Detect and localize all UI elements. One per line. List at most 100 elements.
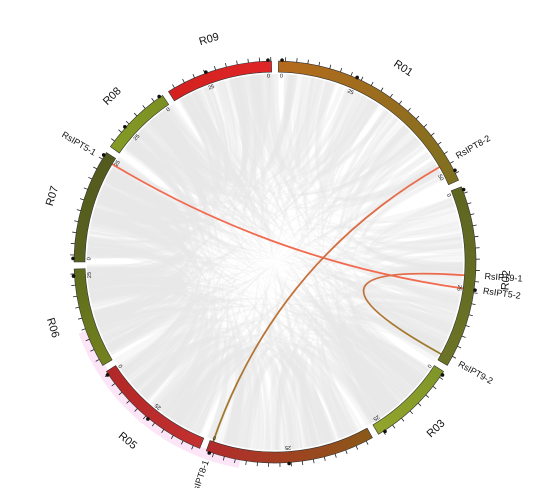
tick	[455, 171, 460, 174]
background-link	[87, 246, 452, 332]
background-link	[165, 344, 245, 445]
tick	[74, 220, 79, 222]
background-link	[347, 125, 442, 359]
tick-label: 25	[346, 89, 354, 97]
tick-marker	[280, 58, 284, 62]
tick-marker	[453, 168, 457, 173]
background-link	[338, 323, 430, 415]
background-link	[228, 77, 322, 447]
background-link	[148, 77, 248, 183]
background-link	[348, 166, 441, 396]
tick-marker	[105, 373, 110, 377]
background-link	[130, 325, 408, 398]
background-link	[132, 95, 367, 192]
tick	[151, 422, 155, 427]
background-link	[235, 74, 295, 447]
tick	[81, 328, 86, 331]
background-link	[175, 121, 405, 426]
background-link	[140, 114, 213, 401]
tick-marker	[157, 94, 161, 99]
background-link	[189, 347, 349, 439]
tick-marker	[473, 288, 477, 292]
tick-label: 0	[267, 74, 270, 80]
background-link	[87, 177, 187, 278]
background-link	[87, 190, 185, 281]
tick	[473, 292, 478, 294]
tick	[417, 402, 422, 407]
background-link	[150, 117, 380, 422]
background-link	[93, 296, 422, 386]
tick	[172, 84, 175, 89]
background-link	[105, 303, 446, 351]
background-link	[245, 75, 295, 450]
tick	[72, 231, 77, 234]
background-link	[176, 342, 380, 428]
background-link	[341, 301, 456, 417]
background-link	[87, 197, 185, 283]
background-link	[185, 94, 463, 272]
background-link	[105, 172, 420, 389]
gene-label: RsIPT5-1	[60, 129, 98, 157]
tick	[329, 64, 332, 69]
background-link	[160, 111, 418, 195]
background-link	[87, 202, 184, 254]
background-link	[338, 301, 456, 423]
tick	[93, 166, 98, 170]
background-link	[87, 276, 193, 377]
chromosome-label-r08: R08	[101, 85, 124, 108]
background-link	[98, 190, 188, 332]
background-link	[98, 186, 455, 231]
synteny-link-rsipt8-2-rsipt8-1	[212, 166, 440, 442]
chromosome-ring	[73, 60, 477, 464]
background-link	[100, 298, 449, 339]
tick	[365, 440, 369, 445]
tick-label: 0	[280, 74, 283, 80]
background-link	[173, 305, 454, 424]
background-link	[244, 354, 319, 449]
background-link	[367, 221, 463, 266]
background-link	[120, 118, 207, 373]
background-link	[87, 266, 188, 354]
tick	[452, 356, 457, 359]
tick-marker	[207, 451, 212, 455]
background-link	[137, 87, 230, 189]
background-link	[106, 141, 198, 353]
tick	[111, 138, 115, 142]
tick	[118, 129, 122, 133]
tick	[470, 213, 475, 216]
background-link	[239, 354, 308, 449]
background-link	[153, 114, 221, 422]
background-link	[89, 166, 190, 239]
tick-label: 0	[166, 107, 172, 114]
tick	[245, 460, 247, 465]
tick-label: 25	[113, 159, 121, 167]
tick	[95, 359, 100, 362]
tick	[133, 112, 138, 117]
tick	[111, 383, 116, 387]
background-link	[115, 158, 416, 391]
tick	[134, 408, 138, 412]
tick	[474, 235, 479, 238]
background-link	[263, 353, 336, 450]
background-link	[97, 95, 217, 329]
background-link	[92, 85, 228, 225]
chromosome-label-r09: R09	[198, 31, 221, 48]
background-link	[98, 188, 214, 425]
background-link	[88, 89, 223, 297]
tick	[350, 72, 353, 77]
background-link	[113, 164, 441, 368]
chromosome-r01	[278, 60, 460, 186]
gene-label: RsIPT9-2	[457, 359, 495, 386]
tick	[222, 456, 225, 461]
tick	[142, 105, 146, 109]
tick	[151, 98, 155, 102]
background-link	[87, 181, 186, 274]
tick	[463, 191, 468, 194]
tick	[142, 415, 147, 420]
background-link	[107, 86, 227, 351]
tick-marker	[383, 429, 387, 434]
tick-label: 0	[425, 363, 432, 369]
background-link	[160, 107, 422, 196]
tick	[360, 76, 364, 81]
background-link	[139, 117, 212, 397]
